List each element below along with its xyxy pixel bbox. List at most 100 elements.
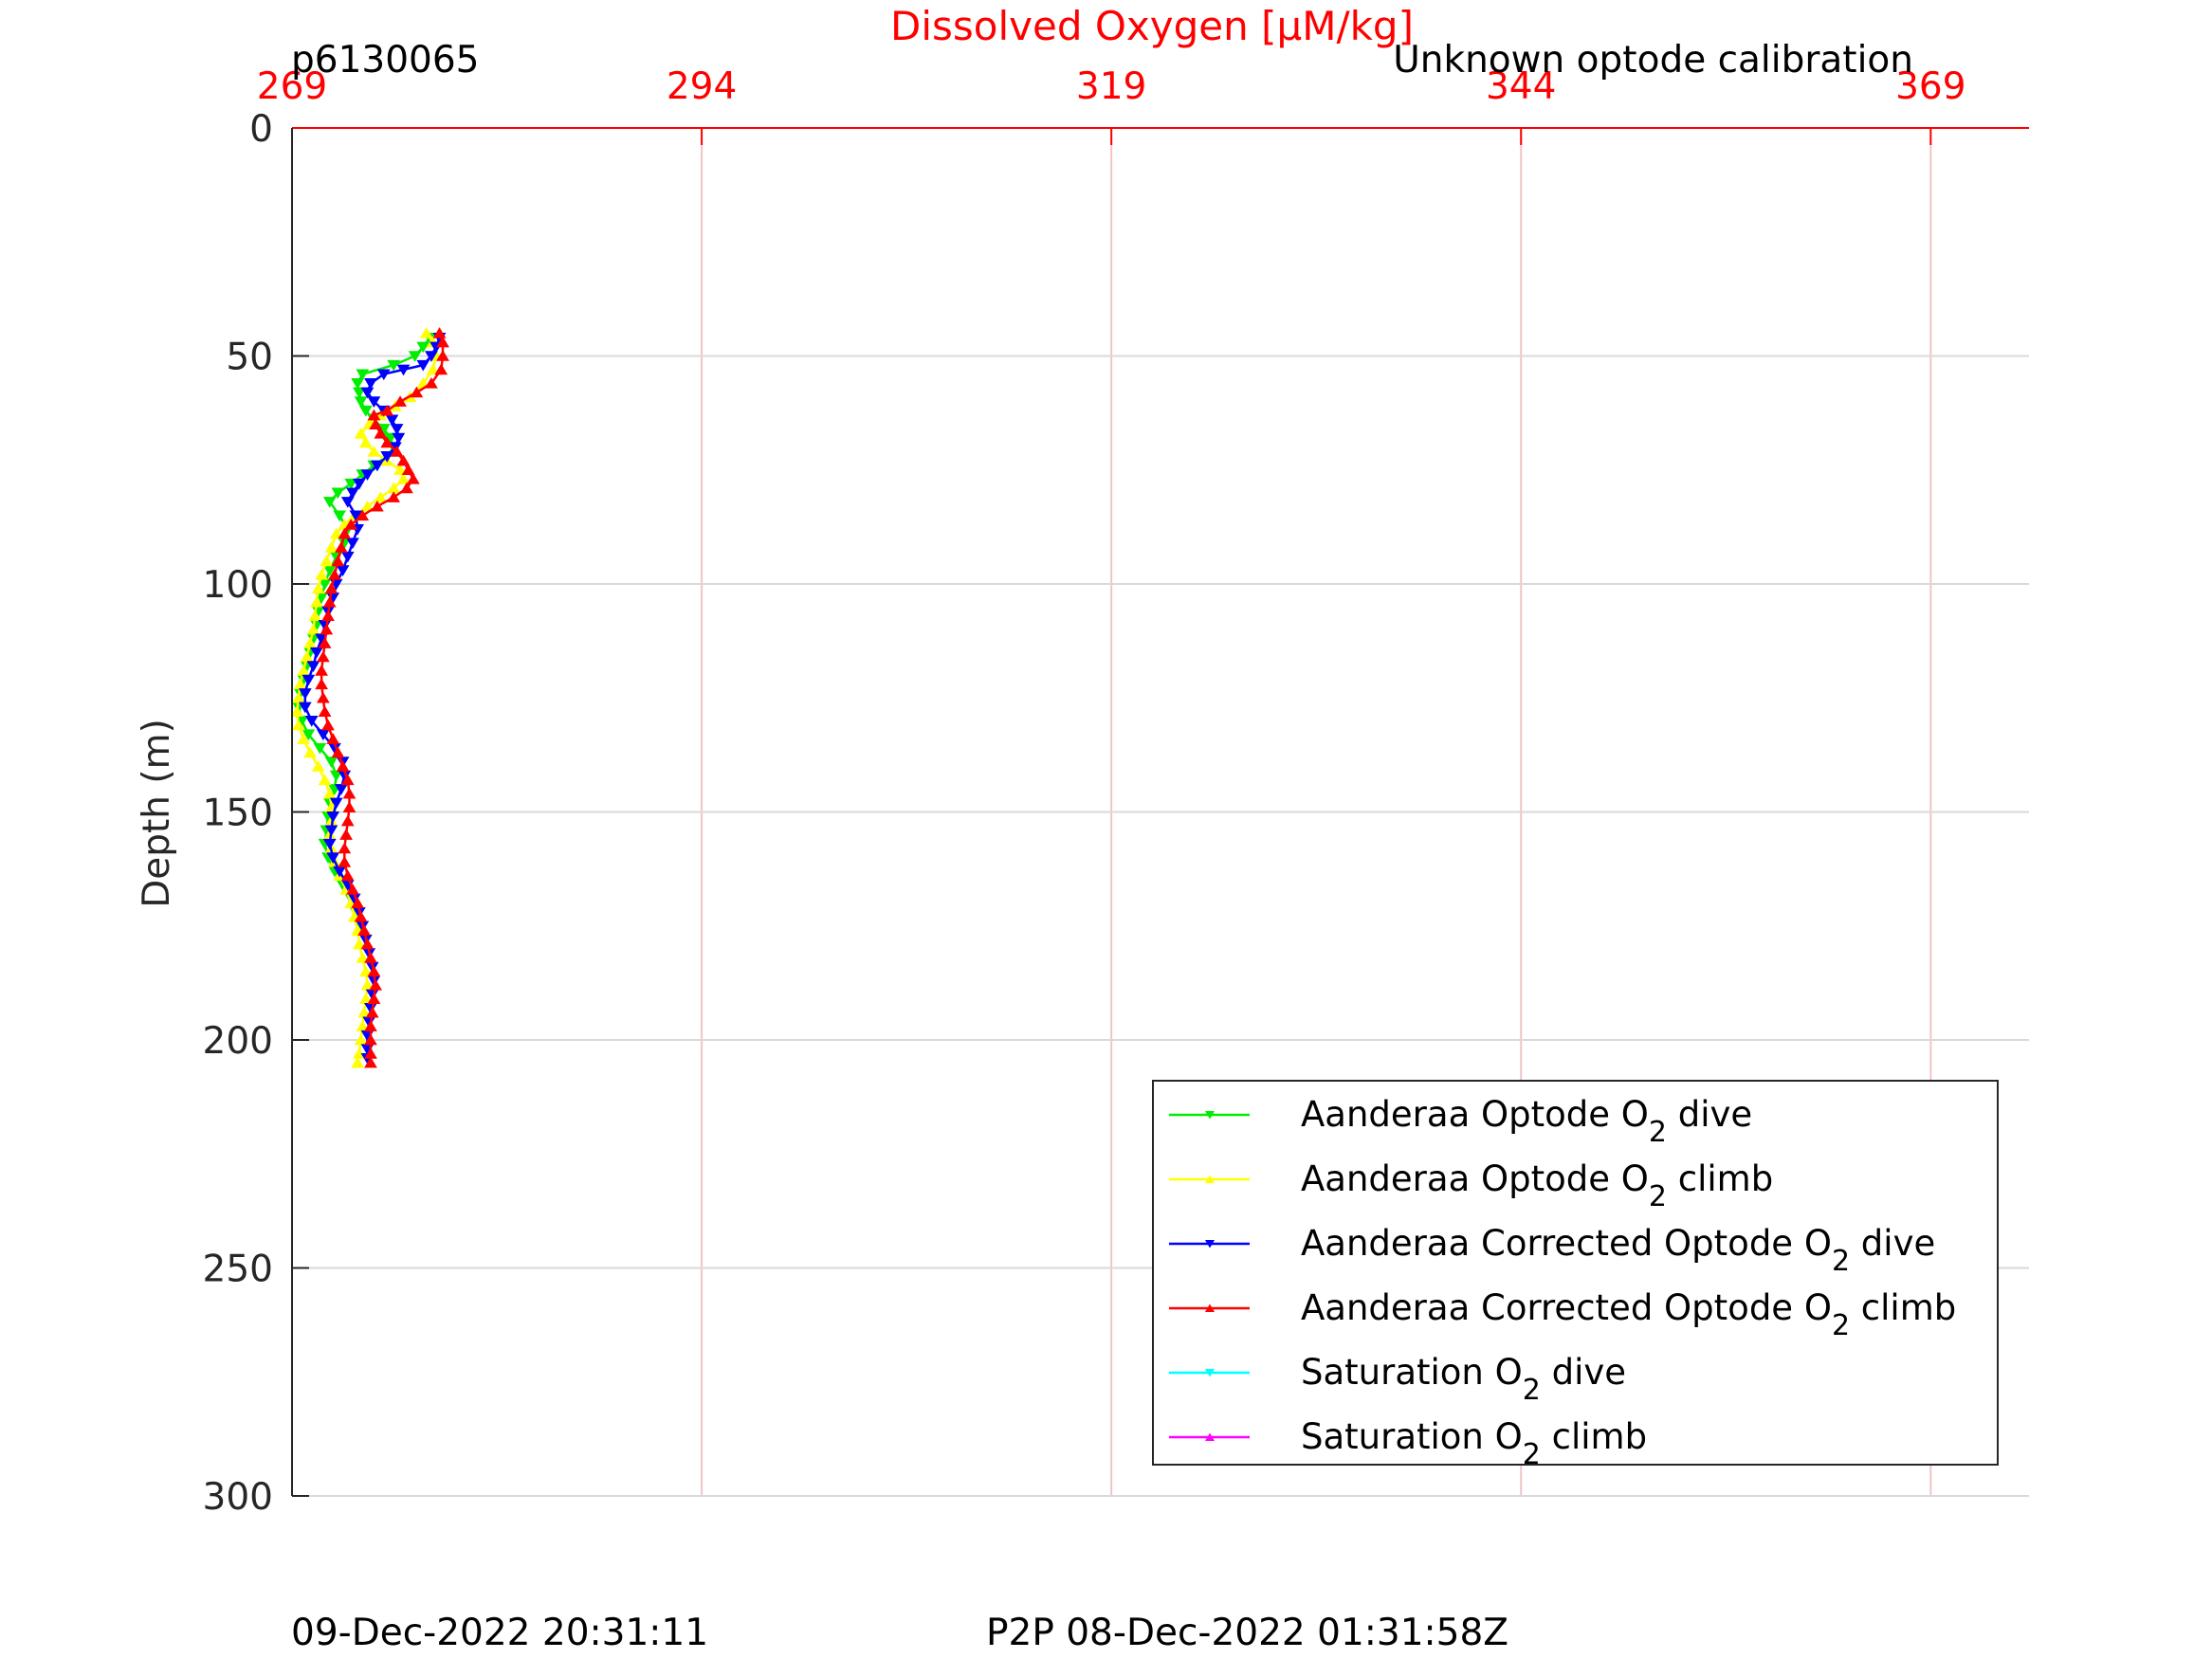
data-point [365,1006,379,1018]
data-point [396,472,411,484]
series-3 [315,327,449,1068]
data-point [393,395,407,407]
data-point [358,436,373,448]
data-point [352,478,366,490]
footer-date-left: 09-Dec-2022 20:31:11 [291,1612,708,1654]
data-point [292,719,305,731]
data-point [374,427,388,439]
data-point [416,341,430,354]
data-point [340,869,355,882]
data-point [364,1056,377,1068]
data-point [302,729,316,741]
data-point [334,784,348,795]
data-point [342,787,356,799]
data-point [352,387,366,399]
legend-label: Saturation O2 dive [1301,1352,1626,1407]
x-tick-label: 344 [1486,65,1556,108]
data-point [311,760,325,772]
data-point [340,497,355,508]
legend-label: Aanderaa Optode O2 dive [1301,1094,1752,1149]
data-point [436,350,449,361]
data-point [408,351,422,362]
data-point [425,376,438,389]
data-point [320,555,334,567]
data-point [370,460,384,472]
data-point [367,396,381,408]
data-point [358,965,373,977]
data-point [321,610,335,621]
legend-entry: Saturation O2 dive [1169,1352,1626,1407]
data-point [290,705,304,717]
y-tick-label: 50 [226,337,273,379]
data-point [316,650,330,663]
legend-marker [1205,1240,1215,1249]
legend-marker [1205,1369,1215,1377]
y-tick-label: 300 [203,1476,273,1519]
data-point [380,436,394,448]
data-point [333,510,346,522]
data-point [390,424,404,435]
data-point [318,637,332,648]
data-point [338,856,352,867]
data-point [364,1033,377,1046]
x-tick-label: 269 [257,65,327,108]
data-point [432,327,447,338]
data-point [369,978,383,991]
data-point [304,716,319,727]
data-point [410,386,424,398]
data-point [321,719,335,731]
legend-entry: Aanderaa Corrected Optode O2 climb [1169,1287,1956,1342]
data-point [324,825,338,837]
data-point [331,487,345,500]
y-tick-label: 0 [249,108,273,151]
data-point [313,742,327,755]
data-point [360,387,375,399]
legend-label: Aanderaa Optode O2 climb [1301,1158,1773,1213]
series-line [320,332,445,1064]
glider-id-label: p6130065 [291,39,479,82]
axes [291,127,2029,1496]
data-point [297,733,310,744]
data-point [370,500,384,512]
legend: Aanderaa Optode O2 dive Aanderaa Optode O… [1152,1080,1999,1471]
data-point [358,405,373,417]
data-point [303,746,317,758]
data-point [322,497,337,508]
data-point [298,688,312,700]
data-point [356,509,370,521]
data-point [300,650,314,663]
data-point [360,938,375,950]
data-point [329,797,343,810]
data-point [320,623,334,635]
data-point [322,787,337,799]
data-point [360,500,375,512]
y-tick-label: 150 [203,793,273,835]
data-point [369,418,383,429]
data-point [344,478,358,490]
data-point [310,647,323,659]
data-point [324,757,338,768]
legend-marker [1205,1111,1215,1120]
legend-entry: Aanderaa Optode O2 climb [1169,1158,1773,1213]
data-point [387,491,401,502]
data-point [324,541,338,553]
data-point [315,568,328,580]
legend-label: Aanderaa Corrected Optode O2 climb [1301,1287,1956,1342]
data-point [326,852,340,864]
data-point [311,582,325,594]
data-point [322,595,337,608]
data-point [407,472,420,484]
legend-label: Saturation O2 climb [1301,1416,1647,1471]
data-point [376,369,391,381]
data-point [331,746,345,758]
data-point [334,541,348,553]
data-point [310,595,323,608]
data-point [306,661,320,672]
data-point [396,364,411,376]
data-series [290,327,449,1068]
data-point [400,482,413,494]
data-point [329,770,343,782]
data-point [292,691,305,703]
data-point [315,678,328,690]
data-point [354,910,368,922]
